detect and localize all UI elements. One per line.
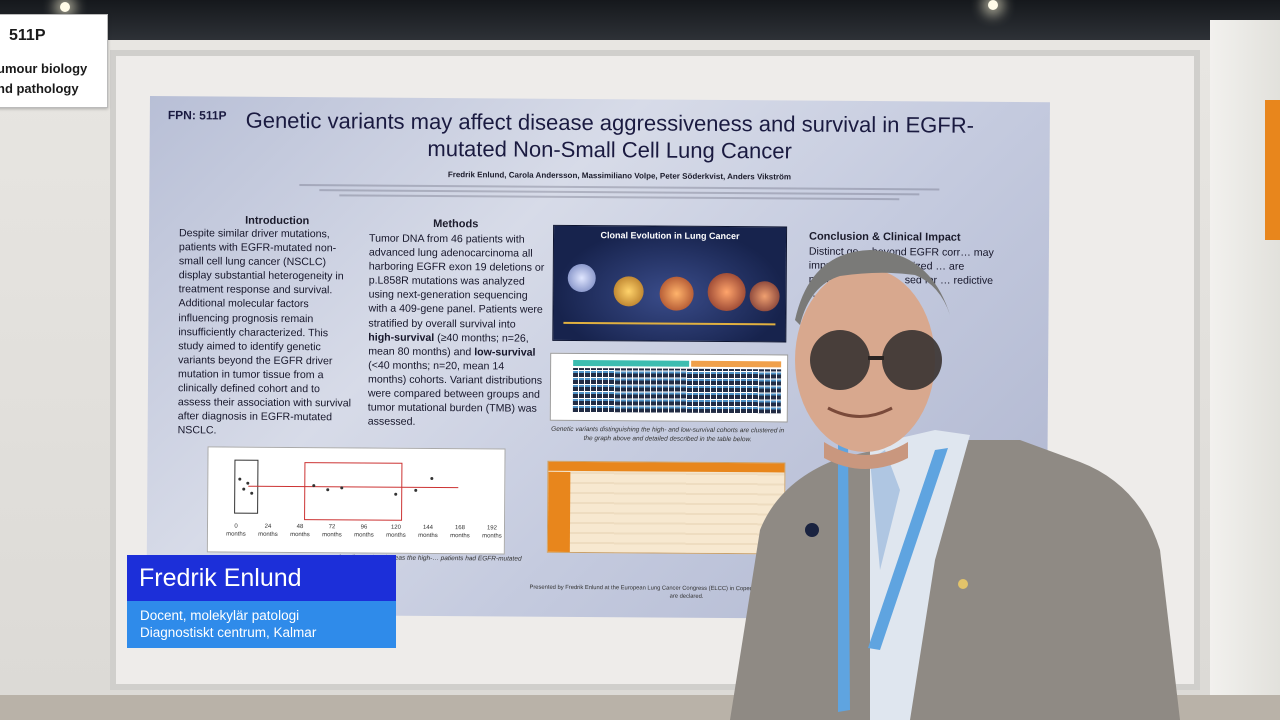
lapel-pin (805, 523, 819, 537)
methods-text: Tumor DNA from 46 patients with advanced… (368, 232, 545, 431)
sign-category-line1: umour biology (0, 61, 88, 76)
plot-box-high (304, 462, 403, 521)
plot-point (250, 491, 254, 495)
neck (824, 442, 908, 469)
methods-heading: Methods (433, 217, 479, 231)
plot-tick-unit: months (290, 531, 310, 539)
plot-point (242, 487, 246, 491)
plot-tick-label: 144 (422, 524, 434, 531)
lower-third-caption: Fredrik Enlund Docent, molekylär patolog… (127, 555, 396, 648)
sign-category-line2: nd pathology (0, 81, 79, 96)
methods-high-label: high-survival (368, 331, 435, 344)
ceiling-light (60, 2, 70, 12)
plot-point (340, 486, 344, 490)
speaker-title: Docent, molekylär patologi Diagnostiskt … (127, 601, 396, 648)
plot-tick-labels: 0 months 24 months 48 months 72 months 96 months 1… (209, 447, 505, 540)
speaker-title-line2: Diagnostiskt centrum, Kalmar (140, 625, 317, 640)
introduction-heading: Introduction (245, 214, 310, 228)
clone-cell (567, 263, 596, 293)
badge-pin (958, 579, 968, 589)
glasses-bridge (868, 356, 884, 360)
plot-tick-unit: months (258, 531, 278, 538)
plot-tick-unit: months (226, 531, 246, 538)
poster-affiliations (259, 181, 979, 204)
plot-point (246, 481, 250, 485)
ceiling-light (988, 0, 998, 10)
adjacent-poster-accent (1265, 100, 1280, 240)
plot-point (414, 488, 418, 492)
plot-tick-unit: months (354, 532, 374, 539)
plot-tick-label: 120 (390, 524, 402, 531)
plot-tick-label: 72 (328, 524, 336, 531)
glasses-left-lens (810, 330, 870, 390)
speaker-name: Fredrik Enlund (127, 555, 396, 601)
plot-tick-unit: months (450, 533, 470, 540)
methods-low-label: low-survival (474, 346, 536, 359)
plot-point (430, 476, 434, 480)
lanyard-strap (868, 448, 948, 650)
plot-tick-label: 24 (264, 523, 272, 530)
clone-cell (659, 276, 694, 311)
adjacent-poster-panel (1210, 20, 1280, 720)
plot-tick-unit: months (418, 532, 438, 540)
plot-tick-unit: months (482, 533, 502, 540)
plot-point (238, 477, 242, 481)
gray-hair (795, 250, 950, 325)
plot-point (326, 488, 330, 492)
plot-tick-label: 168 (454, 525, 466, 532)
introduction-text: Despite similar driver mutations, patien… (177, 227, 352, 437)
plot-tick-label: 192 (486, 525, 498, 532)
sign-code: 511P (9, 27, 46, 44)
plot-tick-label: 96 (360, 524, 368, 531)
clone-cell (613, 276, 644, 307)
poster-title: Genetic variants may affect disease aggr… (245, 107, 975, 164)
plot-tick-unit: months (386, 532, 406, 539)
plot-point (394, 492, 398, 496)
plot-tick-label: 0 (234, 523, 238, 530)
high-survival-bar (573, 359, 690, 367)
mouth (827, 406, 893, 418)
methods-text-part: Tumor DNA from 46 patients with advanced… (368, 232, 545, 331)
plot-tick-label: 48 (296, 524, 304, 531)
presenter-person (730, 250, 1180, 720)
table-first-column (547, 471, 571, 552)
survival-plot: 0 months 24 months 48 months 72 months 96 months 1… (206, 446, 506, 555)
speaker-title-line1: Docent, molekylär patologi (140, 608, 300, 623)
plot-tick-unit: months (322, 532, 342, 539)
poster-number-sign: 511P umour biology nd pathology (0, 14, 108, 108)
methods-text-part: (<40 months; n=20, mean 14 months) cohor… (367, 359, 543, 429)
plot-point (312, 484, 316, 488)
glasses-right-lens (882, 330, 942, 390)
shirt-pattern (870, 450, 900, 570)
lanyard-strap (838, 436, 850, 712)
